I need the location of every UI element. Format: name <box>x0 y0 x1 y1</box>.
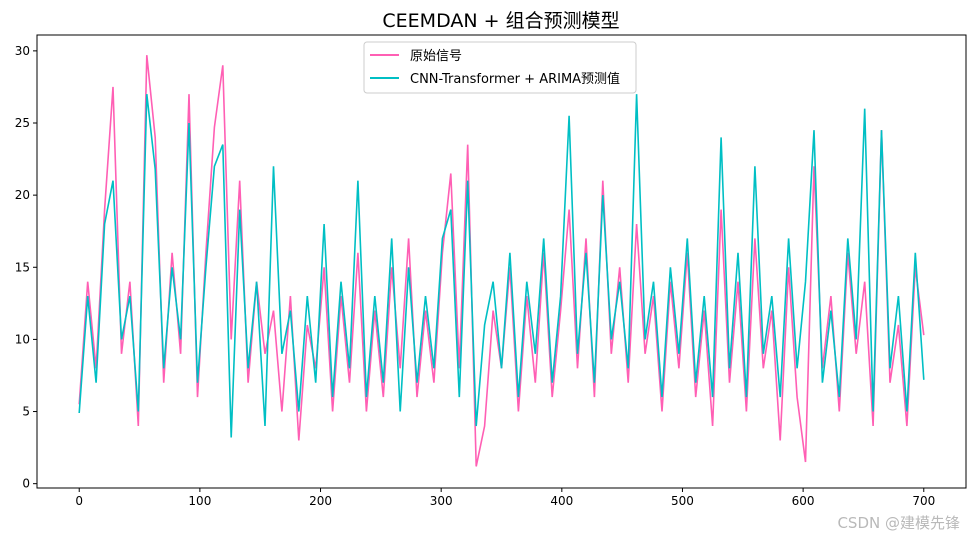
plot-frame <box>36 34 967 489</box>
x-tick-label: 100 <box>188 494 211 508</box>
x-tick-label: 700 <box>912 494 935 508</box>
legend: 原始信号 CNN-Transformer + ARIMA预测值 <box>363 41 637 94</box>
x-tick-label: 400 <box>550 494 573 508</box>
x-tick-label: 0 <box>75 494 83 508</box>
x-tick-label: 300 <box>430 494 453 508</box>
legend-label-original: 原始信号 <box>410 49 462 64</box>
y-tick-label: 15 <box>15 260 30 274</box>
y-tick-label: 10 <box>15 332 30 346</box>
series-line-prediction <box>78 94 925 438</box>
watermark: CSDN @建模先锋 <box>837 514 960 532</box>
y-tick-label: 25 <box>15 116 30 130</box>
y-tick-label: 30 <box>15 44 30 58</box>
legend-label-prediction: CNN-Transformer + ARIMA预测值 <box>410 71 620 87</box>
chart-title: CEEMDAN + 组合预测模型 <box>382 10 619 32</box>
x-tick-label: 600 <box>792 494 815 508</box>
y-tick-label: 0 <box>22 477 30 491</box>
y-tick-label: 20 <box>15 188 30 202</box>
x-tick-label: 200 <box>309 494 332 508</box>
y-tick-label: 5 <box>22 405 30 419</box>
x-tick-label: 500 <box>671 494 694 508</box>
